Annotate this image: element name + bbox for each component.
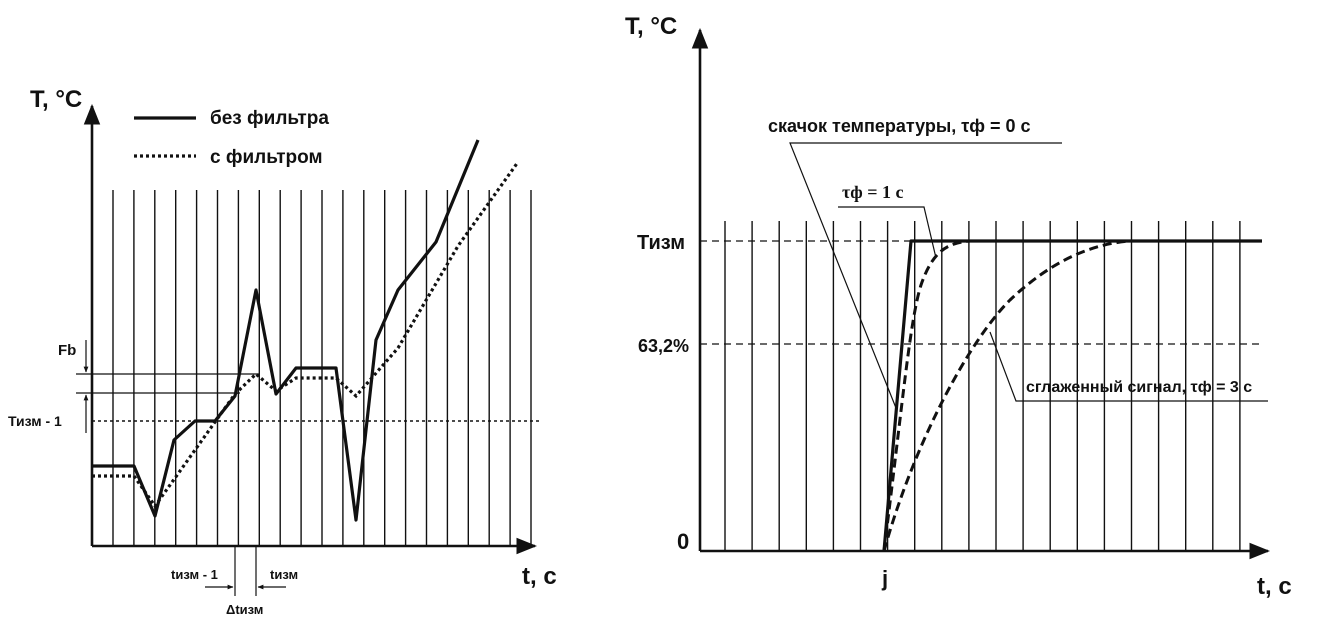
right-tau3-curve <box>882 239 1131 552</box>
right-annotation-tau1: τф = 1 с <box>842 182 904 202</box>
left-fb-label: Fb <box>58 342 76 359</box>
right-annotation-smooth: сглаженный сигнал, τф = 3 с <box>1026 379 1252 396</box>
left-t-meas-prev-label: tизм - 1 <box>171 567 218 582</box>
right-annotation-smooth-leader <box>989 331 1268 402</box>
left-t-meas-label: tизм <box>270 567 298 582</box>
right-chart: T, °C t, с Тизм 63,2% 0 j скачок темпера… <box>625 13 1292 600</box>
left-unfiltered-signal <box>92 139 480 522</box>
right-632-label: 63,2% <box>638 336 689 356</box>
left-sampling-grid <box>112 190 532 546</box>
left-filtered-signal <box>92 161 520 509</box>
right-y-axis-label: T, °C <box>625 13 677 40</box>
left-chart: без фильтра с фильтром T, °C t, с Fb Тиз… <box>8 86 557 617</box>
right-j-label: j <box>881 566 888 591</box>
left-t-prev-label: Тизм - 1 <box>8 413 62 429</box>
legend-solid-label: без фильтра <box>210 108 329 129</box>
right-step-signal <box>882 239 1262 552</box>
left-y-axis-label: T, °C <box>30 86 82 113</box>
right-x-axis-label: t, с <box>1257 573 1292 600</box>
right-annotation-tau1-leader <box>838 206 937 259</box>
right-tau1-curve <box>882 239 971 552</box>
left-delta-t-label: Δtизм <box>226 602 263 617</box>
right-annotation-step: скачок температуры, τф = 0 с <box>768 116 1031 136</box>
left-x-axis-label: t, с <box>522 563 557 590</box>
right-t-meas-label: Тизм <box>637 232 685 254</box>
legend-dotted-label: с фильтром <box>210 147 323 168</box>
right-sampling-grid <box>724 221 1241 551</box>
right-zero-label: 0 <box>677 529 689 554</box>
right-annotation-step-leader <box>789 142 1062 409</box>
